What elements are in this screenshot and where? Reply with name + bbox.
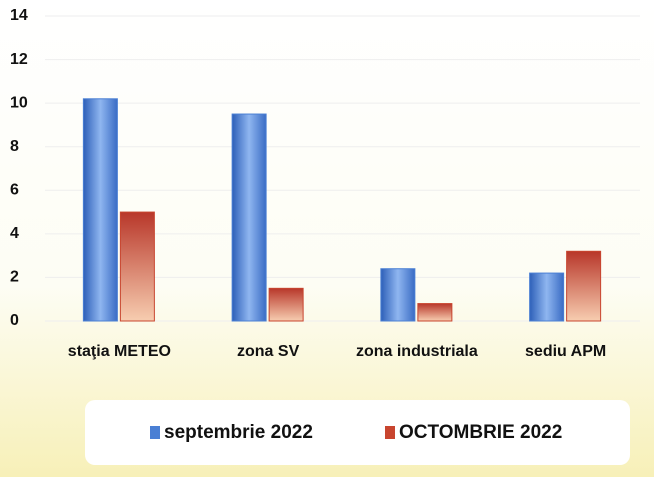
bar: [529, 272, 565, 322]
y-tick-label: 6: [10, 182, 19, 199]
legend-swatch: [150, 426, 160, 439]
x-tick-label: zona industriala: [356, 343, 478, 360]
y-tick-label: 10: [10, 94, 28, 111]
y-tick-label: 2: [10, 269, 19, 286]
bar: [380, 268, 416, 322]
bar: [566, 250, 602, 322]
bar: [231, 113, 267, 322]
legend-box: [85, 400, 630, 465]
bar: [268, 287, 304, 322]
y-tick-label: 0: [10, 312, 19, 329]
y-tick-label: 14: [10, 7, 28, 24]
bar: [417, 303, 453, 322]
legend-swatch: [385, 426, 395, 439]
legend-label: OCTOMBRIE 2022: [399, 422, 562, 443]
legend-label: septembrie 2022: [164, 422, 313, 443]
x-tick-label: sediu APM: [525, 343, 606, 360]
y-tick-label: 12: [10, 51, 28, 68]
x-tick-label: staţia METEO: [68, 343, 171, 360]
x-tick-label: zona SV: [237, 343, 300, 360]
bar: [119, 211, 155, 322]
y-tick-label: 4: [10, 225, 19, 242]
y-tick-label: 8: [10, 138, 19, 155]
bar: [82, 98, 118, 322]
